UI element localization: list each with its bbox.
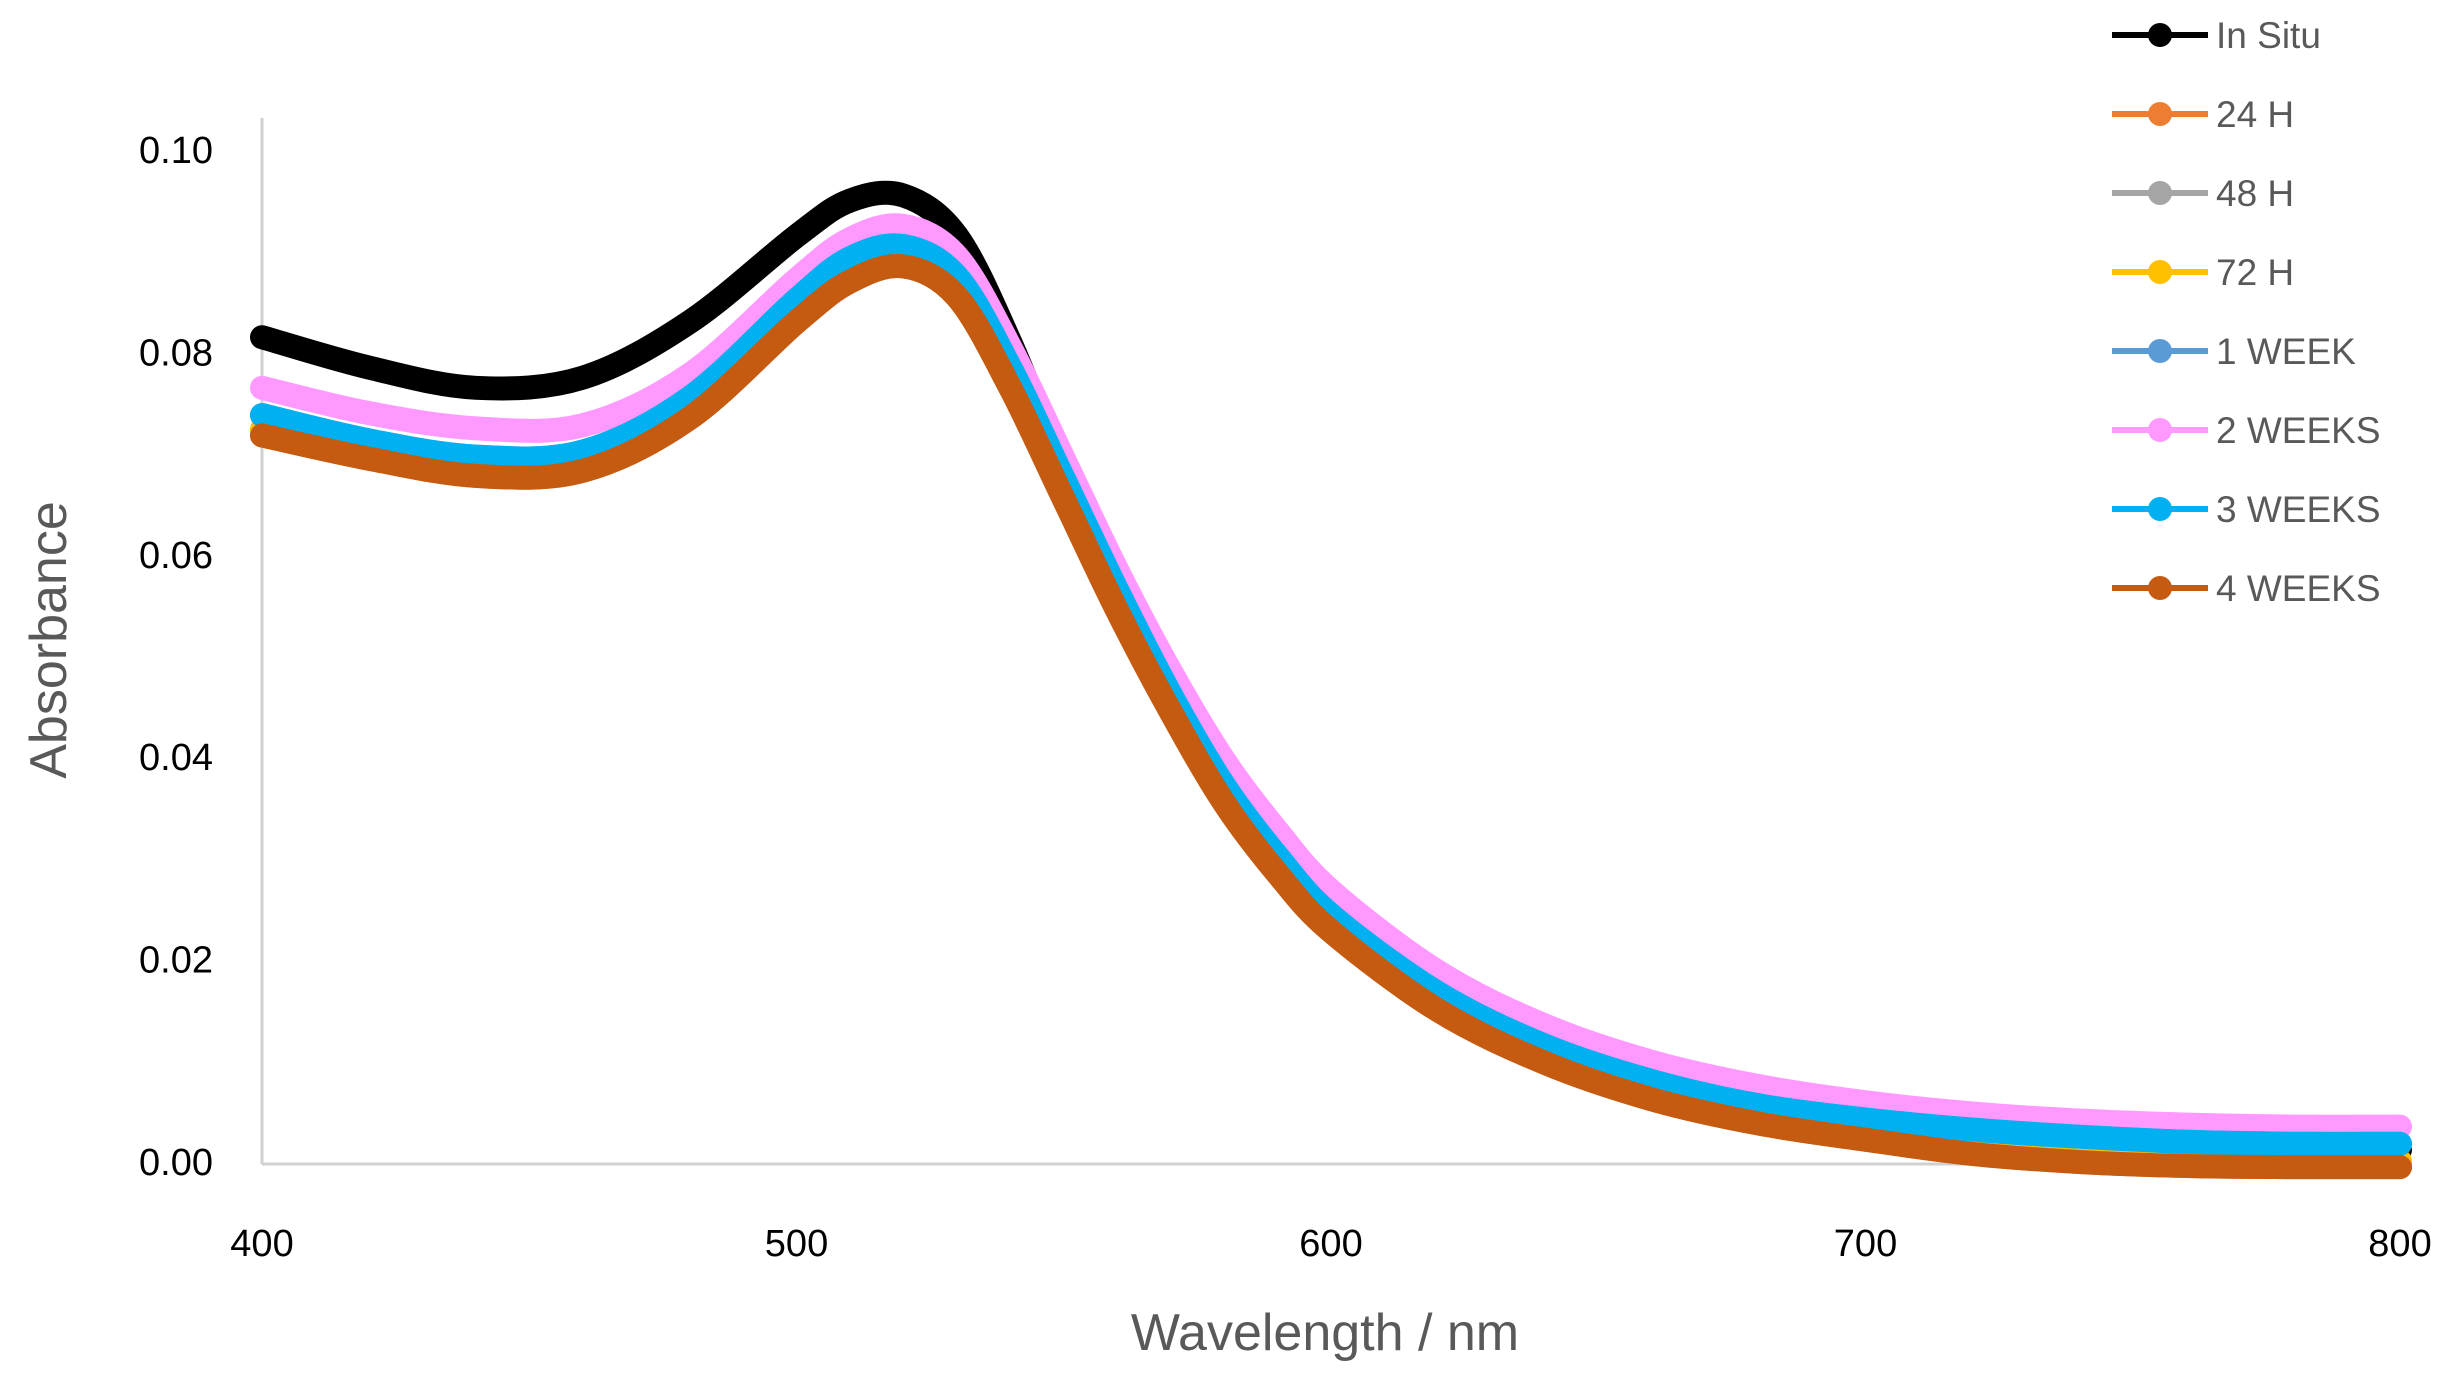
legend-label: 72 H	[2216, 252, 2294, 293]
x-tick-label: 800	[2368, 1223, 2431, 1265]
y-tick-label: 0.08	[139, 332, 213, 374]
legend-marker	[2148, 576, 2172, 600]
legend-label: 24 H	[2216, 94, 2294, 135]
legend-item: 2 WEEKS	[2112, 410, 2381, 451]
x-axis-title: Wavelength / nm	[1131, 1304, 1519, 1362]
legend-item: 1 WEEK	[2112, 331, 2356, 372]
legend-item: 24 H	[2112, 94, 2294, 135]
legend-marker	[2148, 418, 2172, 442]
legend-marker	[2148, 339, 2172, 363]
legend-marker	[2148, 260, 2172, 284]
legend-item: In Situ	[2112, 15, 2321, 56]
legend-marker	[2148, 497, 2172, 521]
legend-item: 4 WEEKS	[2112, 568, 2381, 609]
y-tick-label: 0.04	[139, 737, 213, 779]
plot-area	[250, 180, 2412, 1180]
legend-label: 4 WEEKS	[2216, 568, 2381, 609]
legend-item: 72 H	[2112, 252, 2294, 293]
legend: In Situ 24 H 48 H 72 H 1 WEEK 2 WEEKS 3 WEEKS 4…	[2112, 15, 2381, 609]
y-tick-label: 0.02	[139, 940, 213, 982]
legend-marker	[2148, 23, 2172, 47]
axes: 0.00 0.02 0.04 0.06 0.08 0.10 400 500 600 700 800	[139, 118, 2432, 1265]
y-axis-title: Absorbance	[20, 501, 78, 779]
legend-label: 1 WEEK	[2216, 331, 2356, 372]
series-line-48-h	[250, 250, 2412, 1177]
series-line-4-weeks	[250, 253, 2412, 1180]
y-tick-label: 0.10	[139, 130, 213, 172]
x-tick-label: 700	[1834, 1223, 1897, 1265]
legend-label: 2 WEEKS	[2216, 410, 2381, 451]
legend-item: 48 H	[2112, 173, 2294, 214]
y-tick-label: 0.00	[139, 1142, 213, 1184]
x-tick-label: 400	[230, 1223, 293, 1265]
series-line-in-situ	[250, 180, 2412, 1163]
legend-marker	[2148, 102, 2172, 126]
legend-marker	[2148, 181, 2172, 205]
series-line-2-weeks	[250, 213, 2412, 1139]
x-tick-label: 500	[765, 1223, 828, 1265]
legend-label: 48 H	[2216, 173, 2294, 214]
x-tick-label: 600	[1299, 1223, 1362, 1265]
series-line-24-h	[250, 253, 2412, 1180]
legend-item: 3 WEEKS	[2112, 489, 2381, 530]
legend-label: In Situ	[2216, 15, 2321, 56]
legend-label: 3 WEEKS	[2216, 489, 2381, 530]
series-line-72-h	[250, 247, 2412, 1174]
y-tick-label: 0.06	[139, 535, 213, 577]
